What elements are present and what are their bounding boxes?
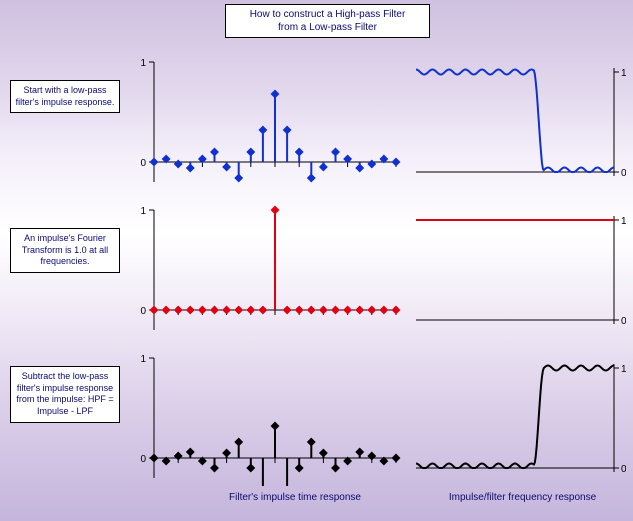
sample-marker — [247, 306, 255, 314]
sample-marker — [210, 464, 218, 472]
sample-marker — [247, 464, 255, 472]
sample-marker — [307, 174, 315, 182]
sample-marker — [222, 163, 230, 171]
row-caption: Start with a low-pass filter's impulse r… — [10, 80, 120, 113]
sample-marker — [247, 148, 255, 156]
sample-marker — [343, 306, 351, 314]
sample-marker — [235, 306, 243, 314]
sample-marker — [210, 306, 218, 314]
y-tick-label: 0 — [140, 454, 146, 465]
column-label-freq: Impulse/filter frequency response — [420, 492, 625, 503]
sample-marker — [392, 306, 400, 314]
sample-marker — [271, 206, 279, 214]
sample-marker — [392, 158, 400, 166]
sample-marker — [283, 306, 291, 314]
title-line2: from a Low-pass Filter — [278, 22, 377, 33]
chart-row: An impulse's Fourier Transform is 1.0 at… — [0, 198, 633, 343]
y-tick-label: 0.0 — [621, 316, 626, 327]
time-panel: 01 — [130, 198, 406, 338]
freq-response-curve — [416, 70, 614, 173]
sample-marker — [356, 164, 364, 172]
sample-marker — [319, 163, 327, 171]
sample-marker — [319, 449, 327, 457]
sample-marker — [295, 148, 303, 156]
sample-marker — [259, 126, 267, 134]
chart-row: Start with a low-pass filter's impulse r… — [0, 50, 633, 195]
sample-marker — [150, 158, 158, 166]
y-tick-label: 1 — [140, 354, 146, 365]
y-tick-label: 0.0 — [621, 464, 626, 475]
chart-row: Subtract the low-pass filter's impulse r… — [0, 346, 633, 491]
sample-marker — [222, 306, 230, 314]
freq-panel: 0.0 1.0 — [416, 346, 626, 486]
sample-marker — [356, 448, 364, 456]
sample-marker — [319, 306, 327, 314]
y-tick-label: 1.0 — [621, 216, 626, 227]
freq-response-curve — [416, 366, 614, 469]
sample-marker — [295, 306, 303, 314]
sample-marker — [186, 164, 194, 172]
sample-marker — [210, 148, 218, 156]
y-tick-label: 1 — [140, 206, 146, 217]
sample-marker — [235, 438, 243, 446]
sample-marker — [307, 306, 315, 314]
sample-marker — [392, 454, 400, 462]
y-tick-label: 1.0 — [621, 68, 626, 79]
time-panel: 01 — [130, 50, 406, 190]
sample-marker — [380, 306, 388, 314]
sample-marker — [331, 306, 339, 314]
sample-marker — [162, 306, 170, 314]
freq-panel: 0.0 1.0 — [416, 198, 626, 338]
sample-marker — [222, 449, 230, 457]
sample-marker — [186, 306, 194, 314]
sample-marker — [368, 452, 376, 460]
title-line1: How to construct a High-pass Filter — [250, 9, 406, 20]
sample-marker — [174, 306, 182, 314]
sample-marker — [198, 306, 206, 314]
sample-marker — [150, 306, 158, 314]
sample-marker — [271, 90, 279, 98]
time-panel: 01 — [130, 346, 406, 486]
y-tick-label: 1.0 — [621, 364, 626, 375]
sample-marker — [259, 306, 267, 314]
column-label-time: Filter's impulse time response — [180, 492, 410, 503]
y-tick-label: 0 — [140, 158, 146, 169]
row-caption: Subtract the low-pass filter's impulse r… — [10, 366, 120, 423]
y-tick-label: 0.0 — [621, 168, 626, 179]
freq-panel: 0.0 1.0 — [416, 50, 626, 190]
sample-marker — [331, 148, 339, 156]
sample-marker — [368, 160, 376, 168]
sample-marker — [271, 422, 279, 430]
sample-marker — [356, 306, 364, 314]
sample-marker — [150, 454, 158, 462]
y-tick-label: 1 — [140, 58, 146, 69]
y-tick-label: 0 — [140, 306, 146, 317]
sample-marker — [331, 464, 339, 472]
sample-marker — [174, 452, 182, 460]
sample-marker — [283, 126, 291, 134]
sample-marker — [174, 160, 182, 168]
page-title: How to construct a High-pass Filter from… — [225, 4, 430, 38]
sample-marker — [186, 448, 194, 456]
row-caption: An impulse's Fourier Transform is 1.0 at… — [10, 228, 120, 273]
sample-marker — [295, 464, 303, 472]
sample-marker — [368, 306, 376, 314]
sample-marker — [307, 438, 315, 446]
sample-marker — [235, 174, 243, 182]
